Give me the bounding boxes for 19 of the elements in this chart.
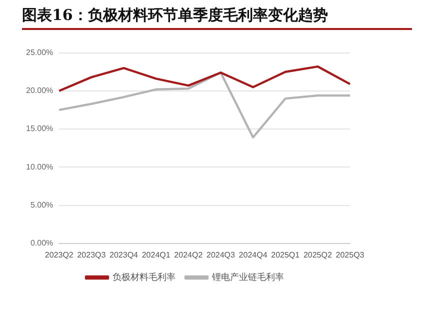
x-tick-label: 2023Q3 xyxy=(77,250,106,260)
x-tick-label: 2023Q4 xyxy=(110,250,139,260)
y-tick-label: 10.00% xyxy=(26,162,54,172)
x-tick-label: 2025Q1 xyxy=(271,250,300,260)
y-tick-label: 0.00% xyxy=(30,238,54,248)
x-tick-label: 2024Q2 xyxy=(174,250,204,260)
y-tick-label: 15.00% xyxy=(26,124,54,134)
x-tick-label: 2023Q2 xyxy=(44,250,74,260)
y-tick-label: 5.00% xyxy=(30,200,54,210)
chart-title: 图表16：负极材料环节单季度毛利率变化趋势 xyxy=(22,6,412,30)
x-tick-label: 2025Q2 xyxy=(303,250,332,260)
y-tick-label: 20.00% xyxy=(26,86,54,96)
x-tick-label: 2024Q3 xyxy=(206,250,236,260)
y-tick-label: 25.00% xyxy=(26,48,54,58)
legend-label: 锂电产业链毛利率 xyxy=(211,272,284,282)
legend-label: 负极材料毛利率 xyxy=(112,272,176,282)
x-tick-label: 2024Q4 xyxy=(238,250,268,260)
x-tick-label: 2024Q1 xyxy=(142,250,171,260)
x-tick-label: 2025Q3 xyxy=(336,250,365,260)
